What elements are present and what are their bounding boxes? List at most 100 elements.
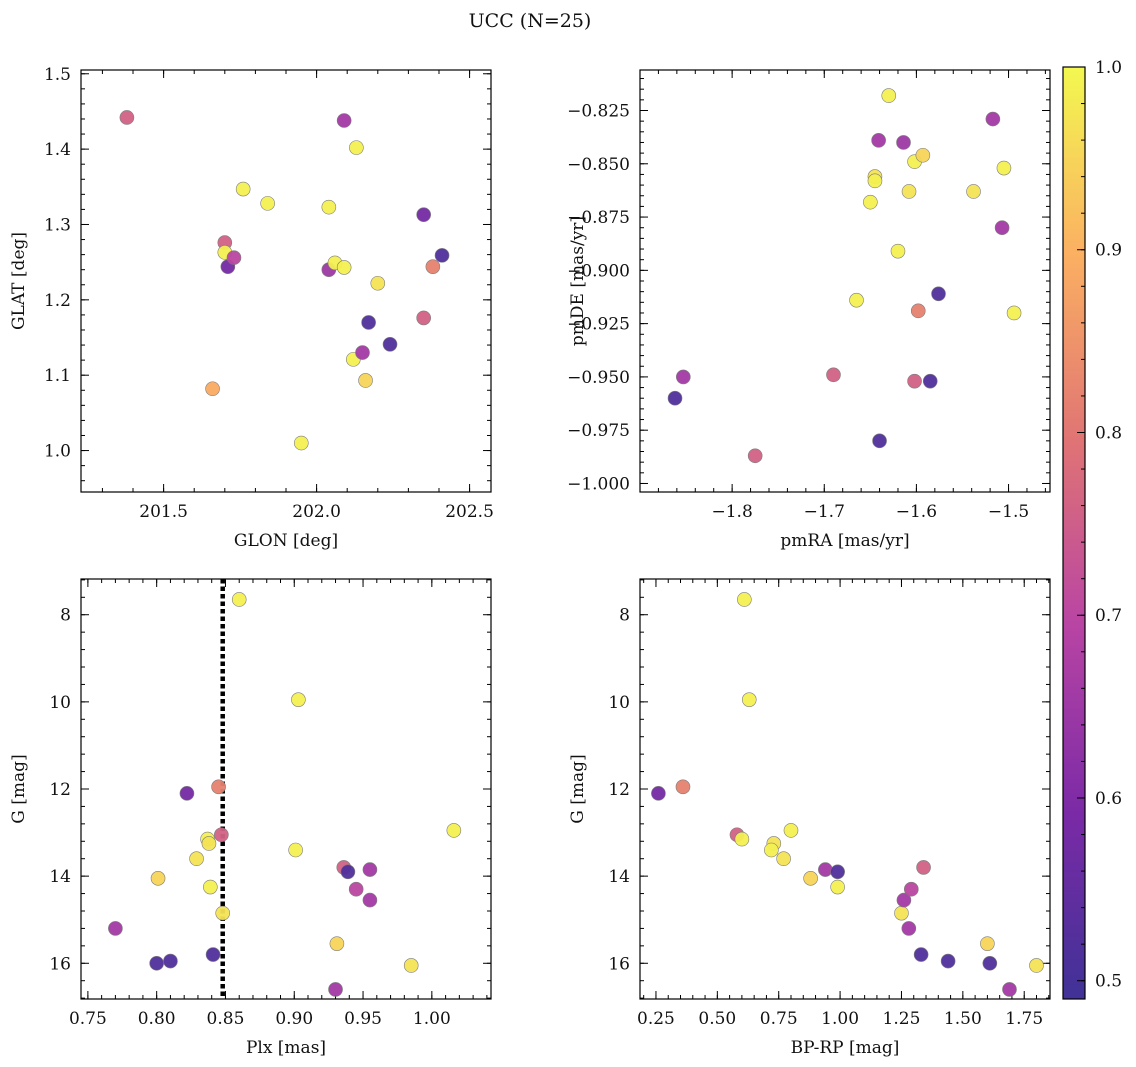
- data-point: [211, 779, 226, 795]
- y-tick-label: 14: [608, 867, 630, 887]
- data-point: [108, 921, 123, 936]
- x-tick-label: −1.6: [896, 502, 937, 522]
- data-point: [150, 871, 166, 886]
- data-point: [446, 823, 462, 838]
- y-tick-label: 1.2: [44, 291, 71, 311]
- y-axis-label: GLAT [deg]: [9, 232, 29, 330]
- data-point: [205, 947, 221, 962]
- data-point: [149, 955, 164, 971]
- data-point: [425, 259, 441, 274]
- data-point: [349, 140, 364, 155]
- data-point: [903, 881, 919, 897]
- data-point: [416, 310, 431, 326]
- data-point: [776, 851, 791, 867]
- y-tick-label: 1.4: [44, 140, 71, 160]
- panel-pmra-pmde: −1.8 −1.7 −1.6 −1.5 −1.000 −0.975 −0.950 −0.925…: [567, 69, 1051, 551]
- panel-glon-glat: 201.5 202.0 202.5 1.0 1.1 1.2 1.3 1.4 1.5 GLON [d…: [9, 65, 494, 551]
- data-point: [328, 982, 343, 997]
- data-point: [205, 381, 220, 397]
- y-tick-label: 12: [49, 780, 71, 800]
- y-tick-label: −1.000: [567, 474, 630, 494]
- data-point: [737, 592, 752, 607]
- data-point: [226, 250, 242, 265]
- colorbar-tick-label: 0.7: [1095, 606, 1122, 626]
- y-tick-label: 12: [608, 780, 630, 800]
- y-axis-label: pmDE [mas/yr]: [568, 216, 588, 346]
- data-point: [910, 303, 926, 319]
- x-tick-label: 0.50: [698, 1009, 736, 1029]
- data-point: [734, 831, 750, 847]
- data-point: [321, 199, 337, 215]
- data-point: [764, 842, 779, 858]
- data-point: [119, 110, 135, 125]
- data-point: [872, 433, 887, 449]
- data-point: [293, 435, 309, 451]
- data-point: [1006, 305, 1022, 321]
- data-point: [336, 113, 352, 128]
- x-tick-label: −1.7: [804, 502, 845, 522]
- data-point: [201, 836, 217, 851]
- data-point: [907, 373, 922, 389]
- y-tick-label: 1.3: [44, 215, 71, 235]
- data-point: [189, 851, 204, 867]
- x-tick-label: −1.5: [988, 502, 1029, 522]
- data-point: [288, 842, 303, 858]
- data-point: [826, 367, 841, 383]
- y-tick-label: 8: [60, 606, 71, 626]
- data-point: [231, 592, 247, 607]
- colorbar-tick-label: 0.8: [1095, 423, 1122, 443]
- y-tick-label: 8: [619, 606, 630, 626]
- data-point: [849, 292, 864, 308]
- data-point: [203, 879, 218, 895]
- y-tick-label: −0.975: [567, 421, 630, 441]
- data-point: [370, 275, 386, 291]
- data-point: [348, 881, 364, 897]
- x-tick-label: 202.0: [292, 502, 341, 522]
- x-tick-label: 202.5: [445, 502, 494, 522]
- y-tick-label: 14: [49, 867, 71, 887]
- x-tick-label: 0.85: [207, 1009, 245, 1029]
- data-point: [340, 864, 356, 880]
- data-point: [863, 194, 878, 210]
- data-point: [163, 953, 178, 969]
- data-point: [996, 160, 1012, 176]
- x-tick-label: 0.25: [637, 1009, 675, 1029]
- x-tick-label: 1.75: [1005, 1009, 1043, 1029]
- data-point: [361, 315, 376, 330]
- x-tick-label: 1.00: [413, 1009, 451, 1029]
- x-tick-label: 0.75: [69, 1009, 107, 1029]
- x-tick-label: 1.00: [821, 1009, 859, 1029]
- data-point: [931, 286, 946, 302]
- data-point: [675, 779, 691, 795]
- y-tick-label: 1.5: [44, 65, 71, 85]
- data-point: [651, 786, 666, 801]
- panel-bprp-g: 0.25 0.50 0.75 1.00 1.25 1.50 1.75 8 10 12 14 16 BP-…: [568, 578, 1051, 1058]
- colorbar: 0.5 0.6 0.7 0.8 0.9 1.0: [1062, 58, 1122, 1000]
- data-point: [896, 135, 911, 150]
- colorbar-tick-label: 0.6: [1095, 789, 1122, 809]
- data-point: [818, 862, 833, 877]
- data-point: [830, 864, 845, 880]
- data-point: [803, 871, 818, 886]
- x-tick-label: −1.8: [711, 502, 752, 522]
- data-point: [235, 181, 251, 197]
- data-point: [913, 947, 929, 962]
- y-tick-label: 16: [49, 954, 71, 974]
- y-axis-label: G [mag]: [568, 754, 588, 823]
- y-axis-label: G [mag]: [9, 754, 29, 823]
- data-point: [741, 692, 757, 707]
- data-point: [867, 173, 883, 189]
- y-tick-label: −0.875: [567, 208, 630, 228]
- data-point: [291, 692, 306, 707]
- data-point: [362, 892, 378, 908]
- y-tick-label: 1.1: [44, 366, 71, 386]
- x-tick-label: 0.90: [275, 1009, 313, 1029]
- x-axis-label: BP-RP [mag]: [791, 1038, 900, 1058]
- colorbar-tick-label: 0.9: [1095, 241, 1122, 261]
- data-point: [994, 220, 1010, 236]
- data-point: [358, 373, 373, 388]
- data-point: [980, 936, 995, 951]
- data-point: [1002, 982, 1017, 997]
- plot-frame: [639, 69, 1051, 493]
